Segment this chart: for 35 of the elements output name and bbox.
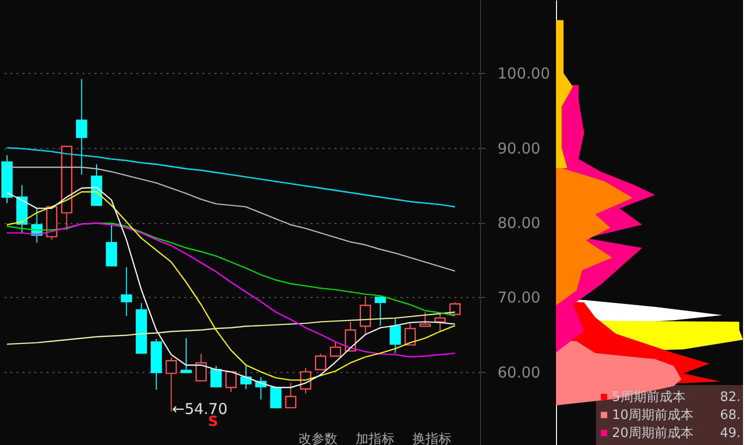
candlestick [225, 371, 237, 392]
candlestick [314, 353, 326, 370]
candlestick [420, 312, 431, 327]
annotation: 换指标 [412, 432, 452, 445]
candlestick [120, 266, 132, 316]
candlestick [404, 322, 416, 346]
candlestick [76, 78, 88, 176]
y-tick-label: 70.00 [498, 288, 540, 307]
legend-label: 10周期前成本 [612, 408, 694, 423]
y-tick-label: 100.00 [498, 64, 550, 83]
candlestick [240, 364, 252, 390]
candlestick [195, 353, 207, 382]
candlestick [374, 296, 386, 326]
line-series [6, 222, 456, 358]
candlestick [434, 312, 446, 332]
annotation: 改参数 [298, 432, 338, 445]
candlestick [390, 318, 401, 354]
candlestick [449, 302, 461, 315]
y-tick-label: 90.00 [498, 139, 540, 158]
candlestick [285, 382, 296, 408]
candlestick [210, 365, 222, 388]
legend-label: 20周期前成本 [612, 426, 694, 441]
candlestick [106, 222, 118, 266]
line-series [6, 222, 456, 316]
candlestick [330, 341, 342, 357]
annotation: 68. [720, 408, 741, 423]
annotation: 49. [720, 426, 741, 441]
y-tick-label: 80.00 [498, 214, 540, 232]
candlestick [180, 338, 192, 374]
annotation: 加指标 [356, 432, 394, 445]
annotation: 82. [720, 390, 741, 405]
candlestick [360, 296, 371, 335]
candlestick [270, 386, 282, 408]
y-tick-label: 60.00 [498, 363, 540, 382]
annotation: S [208, 414, 218, 430]
